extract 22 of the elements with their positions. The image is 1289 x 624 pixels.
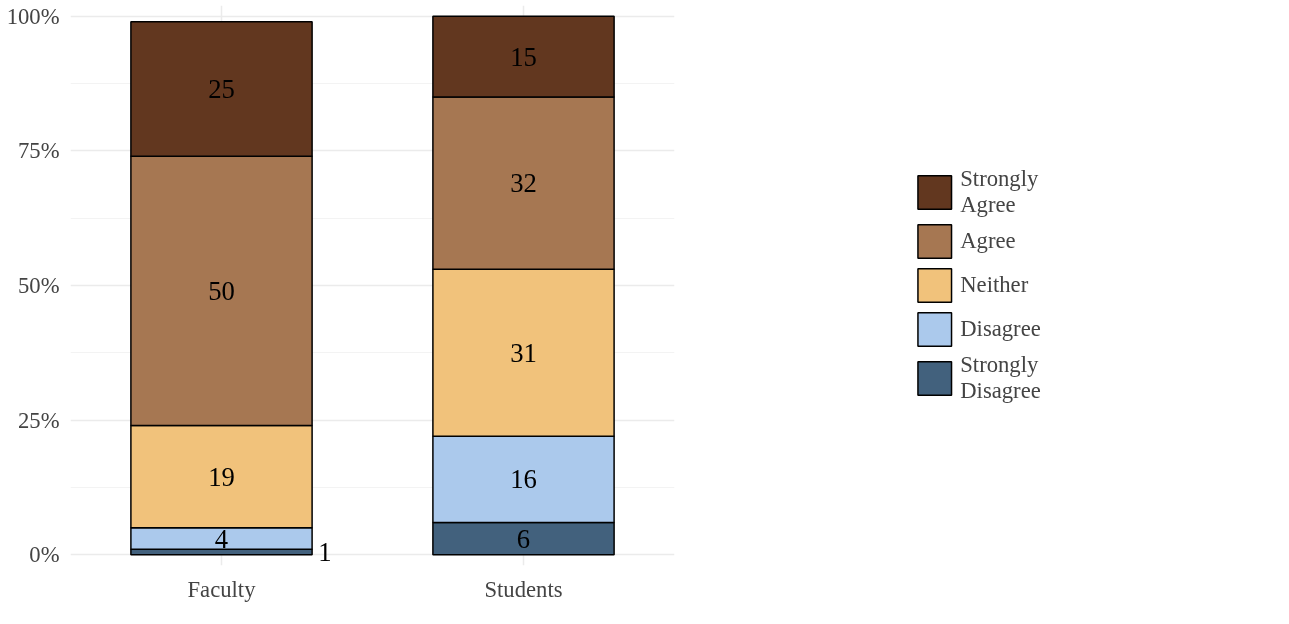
y-tick-label: 25% xyxy=(17,407,60,433)
data-label: 1 xyxy=(318,537,332,568)
y-tick-label: 0% xyxy=(29,542,60,568)
data-label: 25 xyxy=(208,73,235,104)
y-tick-label: 50% xyxy=(17,273,60,298)
data-label: 50 xyxy=(208,275,235,306)
data-label: 19 xyxy=(208,461,235,492)
data-label: 6 xyxy=(516,523,531,554)
data-label: 32 xyxy=(510,168,537,199)
legend-label: Strongly Disagree xyxy=(960,352,1041,404)
data-label: 4 xyxy=(214,523,229,554)
y-tick-label: 75% xyxy=(17,138,60,164)
data-label: 16 xyxy=(510,464,537,495)
data-label: 15 xyxy=(510,41,537,72)
legend-label: Disagree xyxy=(960,316,1041,342)
data-label: 31 xyxy=(510,337,537,368)
legend-label: Agree xyxy=(960,228,1016,254)
legend-label: Neither xyxy=(960,272,1029,298)
x-tick-label: Faculty xyxy=(187,576,257,602)
legend-label: Strongly Agree xyxy=(960,166,1039,218)
y-tick-label: 100% xyxy=(6,3,60,29)
x-tick-label: Students xyxy=(484,576,563,602)
